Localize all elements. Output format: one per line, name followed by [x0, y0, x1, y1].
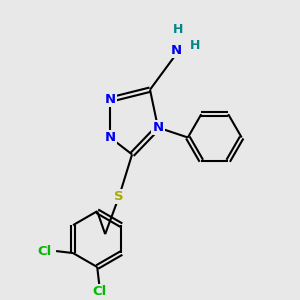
Text: H: H — [173, 23, 183, 36]
Text: Cl: Cl — [37, 244, 51, 258]
Text: Cl: Cl — [92, 285, 106, 298]
Text: N: N — [105, 93, 116, 106]
Text: H: H — [190, 39, 200, 52]
Text: N: N — [152, 121, 164, 134]
Text: N: N — [170, 44, 182, 57]
Text: S: S — [114, 190, 124, 203]
Text: N: N — [105, 131, 116, 144]
